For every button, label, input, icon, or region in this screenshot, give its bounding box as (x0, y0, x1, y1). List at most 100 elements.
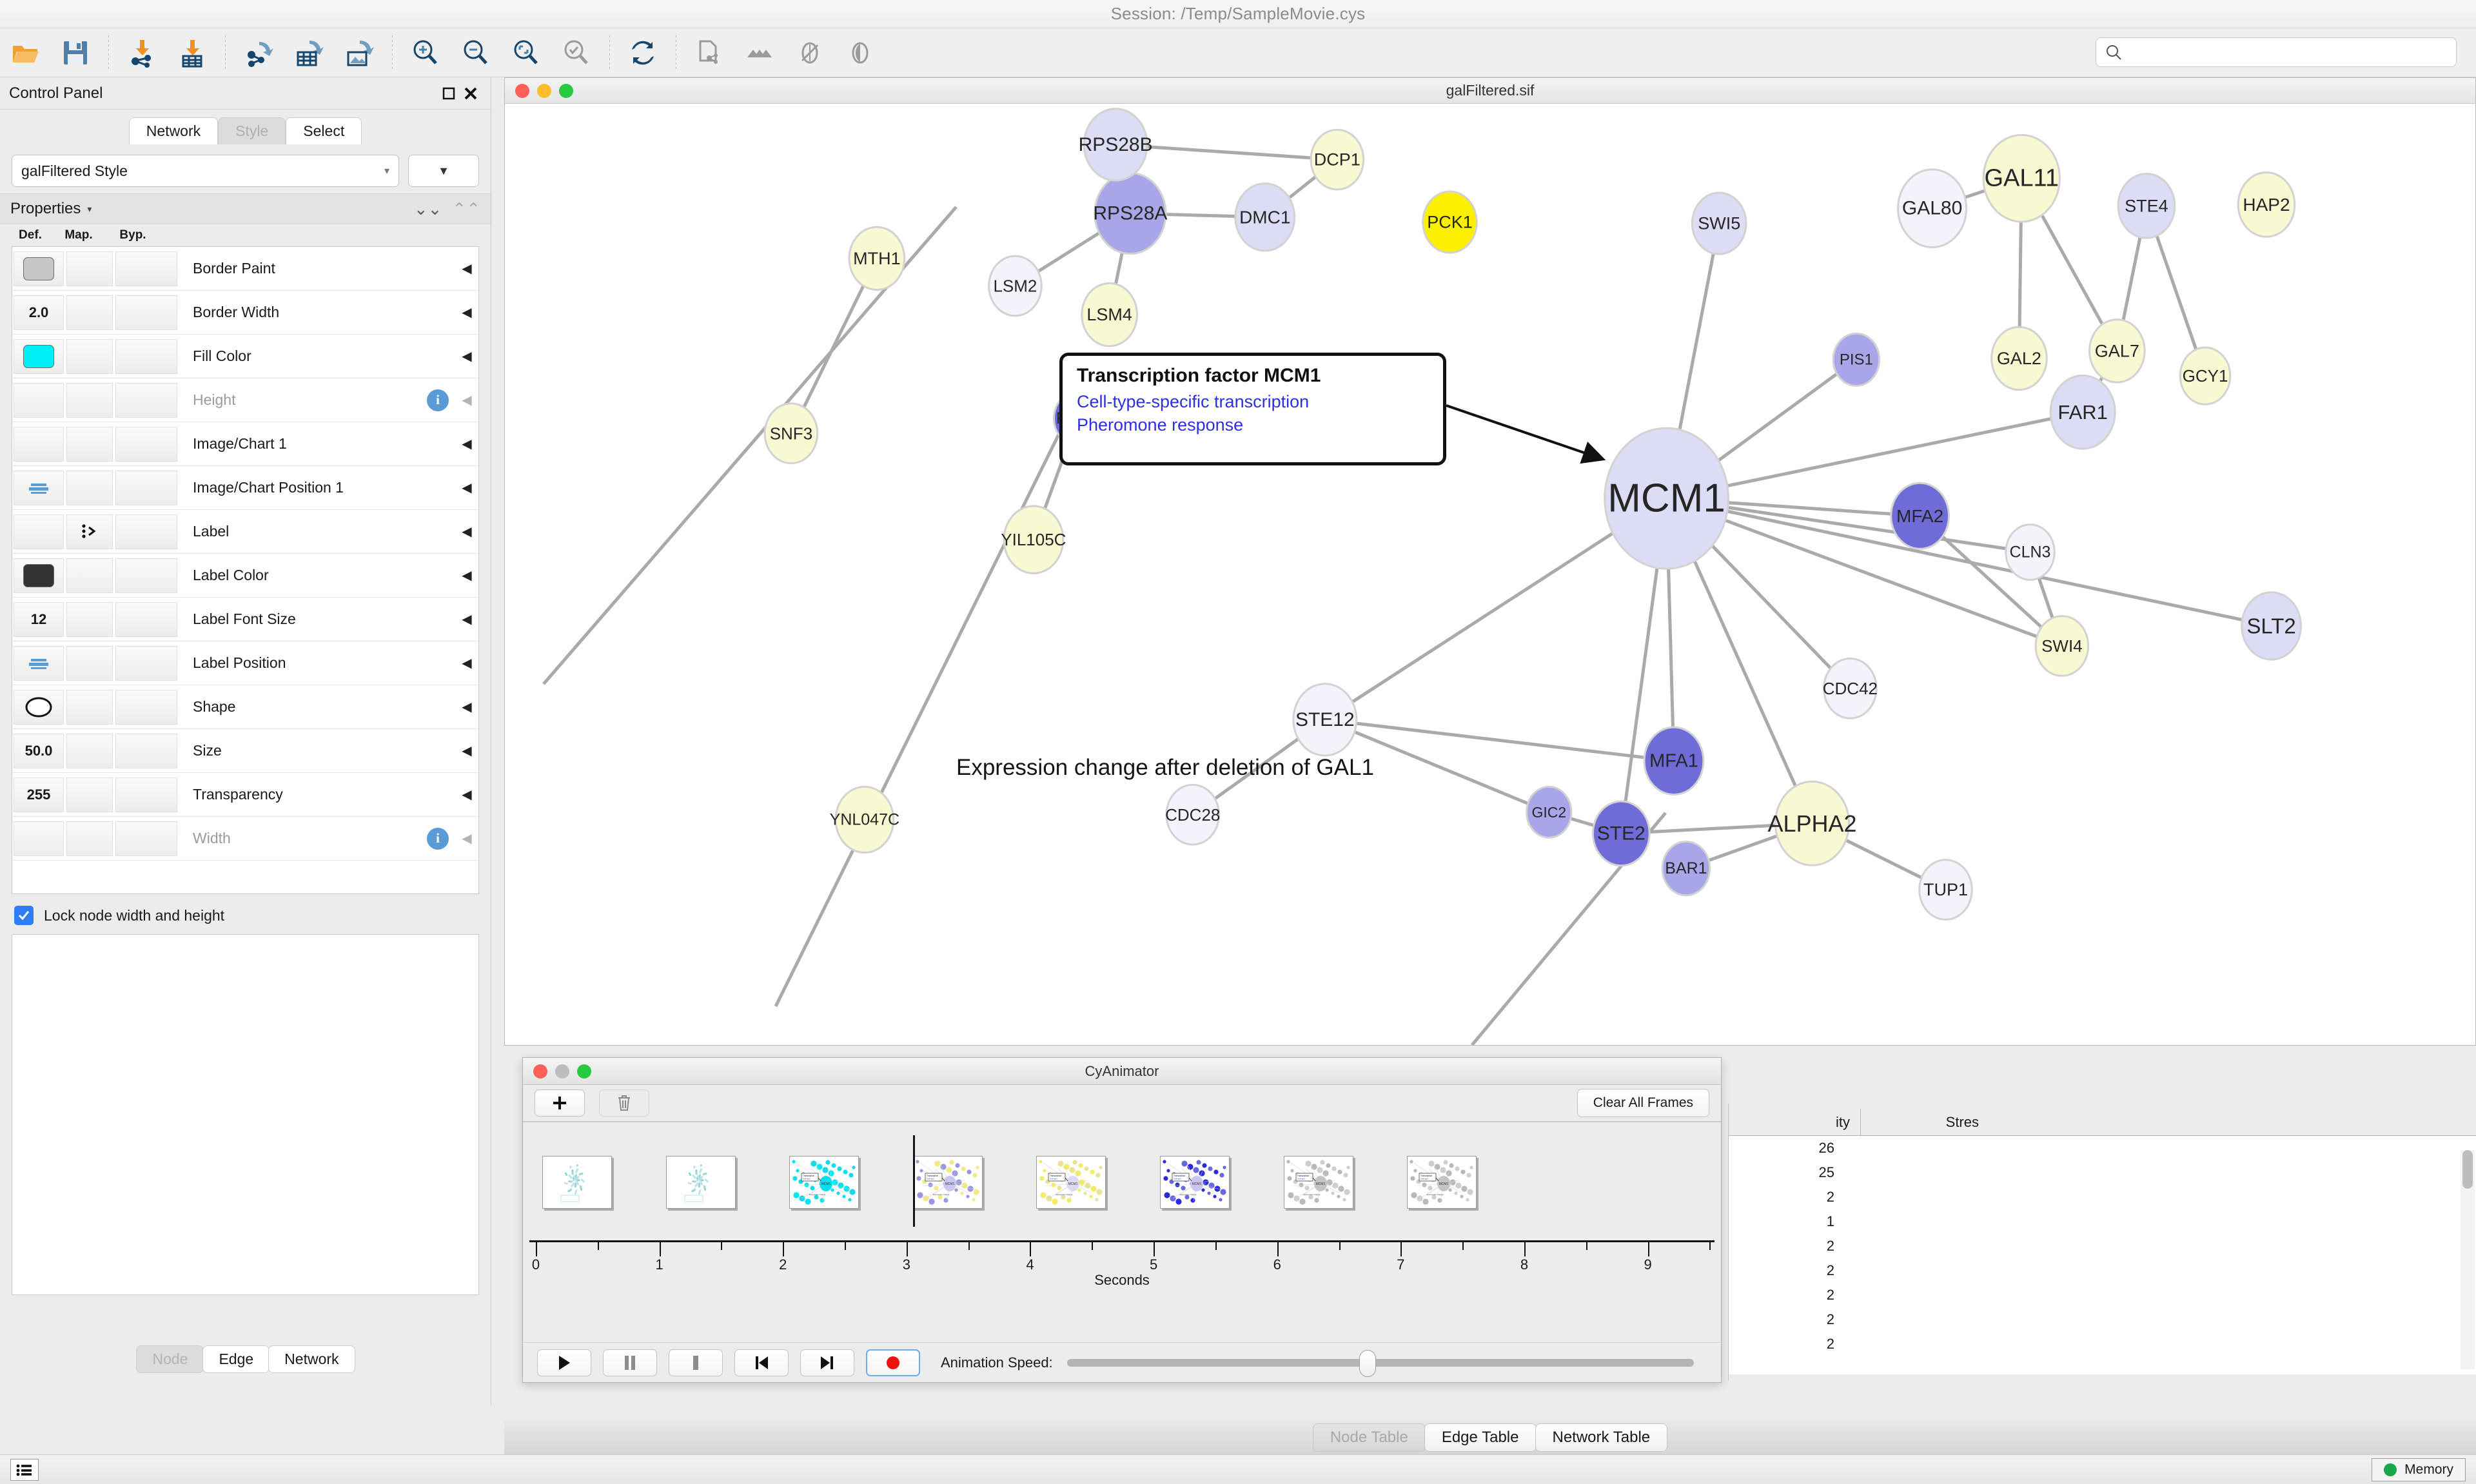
close-window-button[interactable] (533, 1064, 547, 1079)
expand-arrow-icon[interactable]: ◀ (462, 656, 472, 670)
property-default-cell[interactable] (14, 558, 64, 593)
table-row[interactable]: 2 (1729, 1307, 2476, 1332)
property-default-cell[interactable] (14, 470, 64, 505)
property-mapping-cell[interactable] (66, 295, 113, 330)
import-table-icon[interactable] (167, 32, 217, 74)
zoom-in-icon[interactable] (400, 32, 451, 74)
property-default-cell[interactable] (14, 338, 64, 374)
property-bypass-cell[interactable] (115, 251, 177, 286)
ellipse-shape-icon[interactable] (24, 696, 54, 718)
position-icon[interactable] (28, 480, 50, 496)
property-mapping-cell[interactable] (66, 733, 113, 768)
expand-arrow-icon[interactable]: ◀ (462, 437, 472, 451)
export-image-icon[interactable] (334, 32, 384, 74)
minimize-window-button[interactable] (537, 83, 551, 98)
property-row[interactable]: 12 Label Font Size ◀ (12, 598, 478, 641)
timeline-frame[interactable] (542, 1156, 612, 1209)
timeline-frame[interactable] (665, 1156, 736, 1209)
property-row[interactable]: Border Paint ◀ (12, 247, 478, 291)
mapping-icon[interactable] (79, 523, 101, 541)
skip-start-button[interactable] (734, 1349, 789, 1376)
expand-arrow-icon[interactable]: ◀ (462, 612, 472, 627)
expand-arrow-icon[interactable]: ◀ (462, 481, 472, 495)
timeline-frame[interactable]: MCM1 Transcription Cell-type Expression cha… (1407, 1156, 1477, 1209)
export-table-icon[interactable] (284, 32, 334, 74)
table-row[interactable]: 2 (1729, 1332, 2476, 1356)
network-graph[interactable]: MTH1 SNF3 YIL105C YNL047C LSM2 LSM4 RPS28A RPS2… (505, 104, 2475, 1045)
import-network-icon[interactable] (117, 32, 167, 74)
property-row[interactable]: 50.0 Size ◀ (12, 729, 478, 773)
color-swatch[interactable] (23, 257, 54, 280)
play-button[interactable] (537, 1349, 591, 1376)
timeline-frame[interactable]: MCM1 Transcription Cell-type Expression cha… (789, 1156, 860, 1209)
add-frame-button[interactable] (535, 1089, 585, 1117)
property-mapping-cell[interactable] (66, 470, 113, 505)
new-network-icon[interactable] (684, 32, 734, 74)
property-default-cell[interactable]: 255 (14, 777, 64, 812)
property-mapping-cell[interactable] (66, 689, 113, 725)
expand-arrow-icon[interactable]: ◀ (462, 700, 472, 714)
property-mapping-cell[interactable] (66, 558, 113, 593)
expand-arrow-icon[interactable]: ◀ (462, 306, 472, 320)
property-bypass-cell[interactable] (115, 601, 177, 637)
animation-speed-slider[interactable] (1066, 1349, 1694, 1377)
network-canvas[interactable]: MTH1 SNF3 YIL105C YNL047C LSM2 LSM4 RPS28A RPS2… (505, 104, 2475, 1045)
expand-arrow-icon[interactable]: ◀ (462, 744, 472, 758)
property-row[interactable]: Label ◀ (12, 510, 478, 554)
property-bypass-cell[interactable] (115, 295, 177, 330)
tab-style[interactable]: Style (218, 117, 286, 144)
property-bypass-cell[interactable] (115, 514, 177, 549)
property-default-cell[interactable]: 50.0 (14, 733, 64, 768)
property-mapping-cell[interactable] (66, 251, 113, 286)
chevron-double-down-icon[interactable]: ⌄⌄ (413, 199, 442, 219)
list-icon[interactable] (10, 1458, 39, 1481)
property-default-cell[interactable] (14, 426, 64, 462)
property-row[interactable]: Fill Color ◀ (12, 335, 478, 378)
refresh-icon[interactable] (618, 32, 668, 74)
table-scrollbar[interactable] (2461, 1150, 2475, 1369)
property-row[interactable]: 255 Transparency ◀ (12, 773, 478, 817)
close-icon[interactable] (460, 83, 482, 104)
memory-status-button[interactable]: Memory (2372, 1458, 2466, 1481)
maximize-window-button[interactable] (559, 83, 573, 98)
float-window-icon[interactable] (438, 83, 460, 104)
table-row[interactable]: 25 (1729, 1160, 2476, 1185)
slider-knob[interactable] (1359, 1349, 1377, 1377)
expand-arrow-icon[interactable]: ◀ (462, 832, 472, 846)
cp-tab-network[interactable]: Network (268, 1345, 355, 1373)
annotation-box[interactable]: Transcription factor MCM1 Cell-type-spec… (1059, 353, 1446, 465)
expand-arrow-icon[interactable]: ◀ (462, 569, 472, 583)
property-row[interactable]: Shape ◀ (12, 685, 478, 729)
table-row[interactable]: 26 (1729, 1136, 2476, 1160)
property-mapping-cell[interactable] (66, 382, 113, 418)
hide-selected-icon[interactable] (785, 32, 835, 74)
search-input[interactable] (2128, 44, 2447, 61)
table-col-degree-centrality[interactable]: ity (1729, 1109, 1860, 1136)
pause-button[interactable] (603, 1349, 657, 1376)
property-default-cell[interactable] (14, 514, 64, 549)
record-button[interactable] (866, 1349, 920, 1376)
close-window-button[interactable] (515, 83, 529, 98)
style-menu-button[interactable]: ▼ (408, 155, 479, 187)
expand-arrow-icon[interactable]: ◀ (462, 525, 472, 539)
tab-select[interactable]: Select (286, 117, 362, 144)
stop-button[interactable] (669, 1349, 723, 1376)
property-row[interactable]: Label Position ◀ (12, 641, 478, 685)
property-mapping-cell[interactable] (66, 777, 113, 812)
property-default-cell[interactable] (14, 645, 64, 681)
expand-arrow-icon[interactable]: ◀ (462, 788, 472, 802)
property-mapping-cell[interactable] (66, 514, 113, 549)
property-bypass-cell[interactable] (115, 426, 177, 462)
cp-tab-edge[interactable]: Edge (202, 1345, 270, 1373)
table-row[interactable]: 2 (1729, 1185, 2476, 1209)
property-row[interactable]: Width i ◀ (12, 817, 478, 861)
property-default-cell[interactable] (14, 821, 64, 856)
property-mapping-cell[interactable] (66, 426, 113, 462)
property-mapping-cell[interactable] (66, 645, 113, 681)
show-all-icon[interactable] (835, 32, 885, 74)
info-icon[interactable]: i (427, 389, 449, 411)
table-row[interactable]: 2 (1729, 1234, 2476, 1258)
property-mapping-cell[interactable] (66, 821, 113, 856)
property-bypass-cell[interactable] (115, 470, 177, 505)
property-default-cell[interactable]: 2.0 (14, 295, 64, 330)
